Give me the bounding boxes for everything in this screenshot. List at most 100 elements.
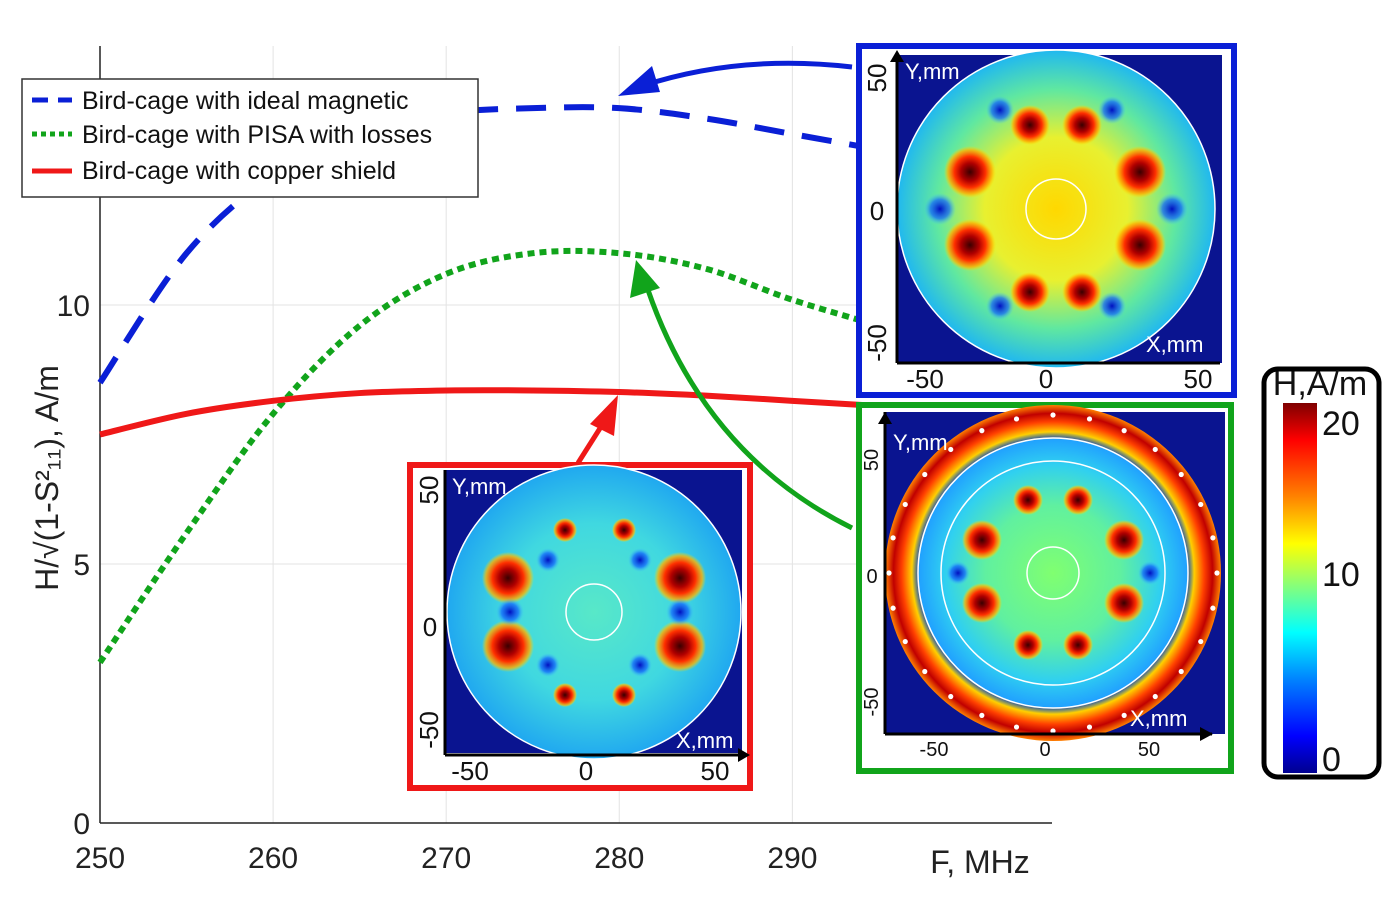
inset-magnetic-y-label: Y,mm: [905, 59, 960, 84]
inset-pisa-circle-1: [917, 437, 1189, 709]
pisa-rod-dot: [1121, 428, 1127, 434]
legend-box: [21, 78, 479, 198]
inset-pisa-rod-dots: [886, 412, 1220, 734]
x-tick-labels: 250 260 270 280 290: [75, 842, 817, 875]
pisa-rod-dot: [1198, 501, 1204, 508]
x-tick-270: 270: [421, 842, 471, 875]
inset-magnetic-xtick-3: 50: [1184, 364, 1213, 394]
pisa-rod-dot: [922, 668, 928, 675]
series-line-1: [97, 247, 880, 665]
arrow-pisa: [645, 289, 854, 531]
pisa-rod-dot: [1086, 724, 1093, 730]
inset-pisa-xtick-3: 50: [1138, 739, 1160, 761]
colorbar: H,A/m 20 10 0: [1261, 365, 1382, 780]
pisa-rod-dot: [1013, 724, 1020, 730]
inset-copper-ytick-1: 50: [414, 476, 444, 505]
pisa-rod-dot: [1210, 605, 1216, 611]
inset-pisa-ytick-1: 50: [861, 449, 883, 471]
inset-copper-x-arrowhead: [738, 748, 750, 762]
pisa-rod-dot: [1214, 570, 1220, 576]
pisa-rod-dot: [922, 471, 928, 478]
pisa-rod-dot: [902, 501, 908, 508]
inset-magnetic-hotspots: [924, 96, 1188, 320]
x-tick-250: 250: [75, 842, 125, 875]
inset-copper-xtick-2: 0: [579, 756, 593, 786]
inset-copper-ytick-2: 0: [423, 612, 437, 642]
series-line-2: [99, 387, 880, 438]
pisa-rod-dot: [1086, 416, 1093, 422]
inset-pisa-xtick-1: -50: [920, 739, 949, 761]
pisa-rod-dot: [902, 638, 908, 645]
colorbar-tick-10: 10: [1322, 556, 1360, 594]
pisa-rod-dot: [1198, 638, 1204, 645]
pisa-rod-dot: [979, 712, 985, 718]
arrow-magnetic: [641, 60, 853, 89]
pisa-rod-dot: [890, 535, 896, 541]
pisa-rod-dot: [1121, 712, 1127, 718]
inset-pisa-ytick-2: 0: [866, 566, 877, 588]
annotation-arrows: [575, 60, 854, 531]
inset-magnetic-ytick-2: 0: [870, 196, 884, 226]
inset-magnetic-xtick-1: -50: [906, 364, 944, 394]
inset-pisa-y-arrowhead: [878, 412, 892, 424]
y-tick-0: 0: [73, 808, 90, 841]
inset-copper-x-label: X,mm: [676, 728, 733, 753]
colorbar-tick-0: 0: [1322, 741, 1341, 779]
inset-magnetic-xtick-2: 0: [1039, 364, 1053, 394]
legend-label-pisa: Bird-cage with PISA with losses: [82, 121, 432, 149]
inset-pisa-inner-circle: [1026, 546, 1080, 600]
inset-pisa: Y,mm X,mm -50 0 50 50 0 -50: [856, 402, 1234, 774]
inset-copper-shield: Y,mm X,mm -50 0 50 50 0 -50: [407, 462, 753, 791]
x-axis-title: F, MHz: [930, 844, 1030, 880]
inset-copper-field: [447, 465, 741, 759]
pisa-rod-dot: [1178, 471, 1184, 478]
legend: Bird-cage with ideal magnetic Bird-cage …: [21, 78, 479, 198]
inset-magnetic-inner-circle: [1025, 178, 1087, 240]
inset-copper-inner-circle: [565, 583, 623, 641]
arrowhead-magnetic: [618, 66, 660, 96]
inset-pisa-hotspots: [946, 485, 1162, 660]
inset-pisa-ytick-3: -50: [861, 688, 883, 717]
pisa-rod-dot: [890, 605, 896, 611]
inset-copper-hotspots: [482, 518, 706, 707]
inset-magnetic-ytick-1: 50: [862, 64, 892, 93]
pisa-rod-dot: [948, 446, 954, 453]
pisa-rod-dot: [1013, 416, 1020, 422]
inset-pisa-x-label: X,mm: [1130, 706, 1187, 731]
arrowhead-pisa: [630, 260, 660, 298]
pisa-rod-dot: [948, 693, 954, 700]
pisa-rod-dot: [1050, 728, 1056, 734]
legend-label-ideal-magnetic: Bird-cage with ideal magnetic: [82, 87, 409, 115]
pisa-rod-dot: [886, 570, 892, 576]
inset-magnetic-y-arrowhead: [890, 50, 904, 62]
y-tick-labels: 0 5 10: [57, 290, 90, 841]
colorbar-tick-20: 20: [1322, 405, 1360, 443]
inset-copper-xtick-1: -50: [451, 756, 489, 786]
colorbar-label: H,A/m: [1273, 365, 1367, 403]
pisa-rod-dot: [979, 428, 985, 434]
inset-pisa-x-arrowhead: [1200, 727, 1213, 741]
inset-magnetic-ytick-3: -50: [862, 324, 892, 362]
y-tick-5: 5: [73, 549, 90, 582]
pisa-rod-dot: [1050, 412, 1056, 418]
inset-copper-outer-circle: [446, 464, 742, 760]
inset-copper-ytick-3: -50: [414, 711, 444, 749]
pisa-rod-dot: [1152, 446, 1158, 453]
inset-copper-xtick-3: 50: [701, 756, 730, 786]
x-tick-290: 290: [767, 842, 817, 875]
inset-pisa-field: [918, 438, 1188, 708]
inset-ideal-magnetic: Y,mm X,mm -50 0 50 50 0 -50: [856, 43, 1237, 398]
colorbar-gradient: [1283, 403, 1317, 773]
arrowhead-copper: [590, 395, 618, 436]
inset-pisa-y-label: Y,mm: [893, 430, 948, 455]
inset-magnetic-x-label: X,mm: [1146, 332, 1203, 357]
pisa-rod-dot: [1178, 668, 1184, 675]
inset-pisa-xtick-2: 0: [1039, 739, 1050, 761]
inset-magnetic-field: [897, 50, 1215, 368]
pisa-rod-dot: [1152, 693, 1158, 700]
legend-label-copper: Bird-cage with copper shield: [82, 157, 396, 185]
inset-copper-y-label: Y,mm: [452, 474, 507, 499]
pisa-rod-dot: [1210, 535, 1216, 541]
inset-pisa-circle-2: [940, 460, 1166, 686]
